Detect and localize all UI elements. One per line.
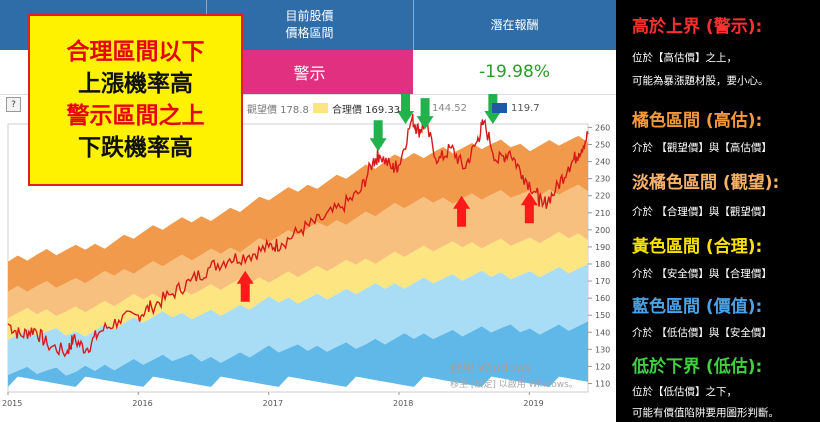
callout-line4: 下跌機率高 <box>78 135 193 161</box>
x-tick-label: 2015 <box>2 399 22 408</box>
down-arrow <box>369 120 387 152</box>
y-tick-label: 150 <box>595 311 610 320</box>
down-arrow <box>416 98 434 130</box>
watermark-subtitle: 移至 [設定] 以啟用 Windows。 <box>450 380 578 390</box>
down-arrow <box>397 94 415 124</box>
band-0 <box>8 321 588 387</box>
y-tick-label: 200 <box>595 226 610 235</box>
sec4-title: 黃色區間 (合理): <box>632 237 763 257</box>
sec5-title: 藍色區間 (價值): <box>632 297 763 317</box>
x-tick-label: 2018 <box>393 399 413 408</box>
y-tick-label: 250 <box>595 140 610 149</box>
sec1-line1: 位於【高估價】之上， <box>632 52 737 64</box>
sec4-line1: 介於 【安全價】與【合理價】 <box>632 268 772 280</box>
callout-line3: 警示區間之上 <box>66 103 205 129</box>
up-arrow <box>236 270 254 302</box>
y-tick-label: 120 <box>595 362 610 371</box>
return-header: 潛在報酬 <box>413 0 616 50</box>
sec1-line2: 可能為暴漲題材股，要小心。 <box>632 75 769 87</box>
legend-item[interactable]: 144.52 <box>432 100 467 116</box>
sec5-line1: 介於 【低估價】與【安全價】 <box>632 327 772 339</box>
x-tick-label: 2016 <box>132 399 152 408</box>
sec2-line1: 介於 【觀望價】與【高估價】 <box>632 142 772 154</box>
sec6-line2: 可能有價值陷阱要用圖形判斷。 <box>632 407 779 419</box>
return-value: -19.98% <box>479 62 550 82</box>
callout-line2: 上漲機率高 <box>78 71 193 97</box>
y-tick-label: 260 <box>595 123 610 132</box>
up-arrow <box>520 192 538 224</box>
legend-label: 144.52 <box>432 102 467 114</box>
band-3 <box>8 184 588 319</box>
y-tick-label: 220 <box>595 192 610 201</box>
help-button[interactable]: ? <box>6 97 21 112</box>
y-tick-label: 160 <box>595 294 610 303</box>
sec2-title: 橘色區間 (高估): <box>632 111 763 131</box>
band-1 <box>8 264 588 376</box>
y-tick-label: 190 <box>595 243 610 252</box>
sec6-title: 低於下界 (低估): <box>632 357 763 377</box>
sec3-line1: 介於 【合理價】與【觀望價】 <box>632 206 772 218</box>
valuation-band-chart: 110 120 130 140 150 160 170 180 190 200 210 220 230 2… <box>2 94 610 408</box>
sec6-line1: 位於【低估價】之下， <box>632 386 737 398</box>
price-line <box>7 113 589 358</box>
watermark-title: 啟用 Windows <box>450 361 532 375</box>
y-tick-label: 140 <box>595 328 610 337</box>
sec1-title: 高於上界 (警示): <box>632 17 763 37</box>
price-range-header: 目前股價 價格區間 <box>206 0 413 50</box>
y-tick-label: 210 <box>595 209 610 218</box>
y-tick-label: 230 <box>595 175 610 184</box>
y-tick-label: 240 <box>595 158 610 167</box>
legend-label: 觀望價 178.8 <box>247 104 309 116</box>
legend-item[interactable]: 119.7 <box>492 100 540 116</box>
callout-box: 合理區間以下 上漲機率高 警示區間之上 下跌機率高 <box>28 14 243 186</box>
up-arrow <box>453 195 471 227</box>
legend-panel: 高於上界 (警示): 位於【高估價】之上， 可能為暴漲題材股，要小心。 橘色區間… <box>616 0 820 422</box>
legend-label: 合理價 169.33 <box>332 104 401 116</box>
y-tick-label: 110 <box>595 379 610 388</box>
x-tick-label: 2017 <box>263 399 283 408</box>
legend-item[interactable]: 合理價 169.33 <box>313 100 400 116</box>
header-divider <box>413 0 414 50</box>
legend-swatch <box>492 103 507 113</box>
y-tick-label: 170 <box>595 277 610 286</box>
return-label: 潛在報酬 <box>490 17 539 32</box>
legend-label: 119.7 <box>511 102 540 114</box>
band-4 <box>8 135 588 292</box>
legend-swatch <box>313 103 328 113</box>
price-range-label-line2: 價格區間 <box>285 26 334 40</box>
price-range-label-line1: 目前股價 <box>285 9 334 23</box>
x-tick-label: 2019 <box>523 399 543 408</box>
callout-line1: 合理區間以下 <box>66 39 205 65</box>
y-tick-label: 180 <box>595 260 610 269</box>
sec3-title: 淡橘色區間 (觀望): <box>632 173 780 193</box>
y-tick-label: 130 <box>595 345 610 354</box>
